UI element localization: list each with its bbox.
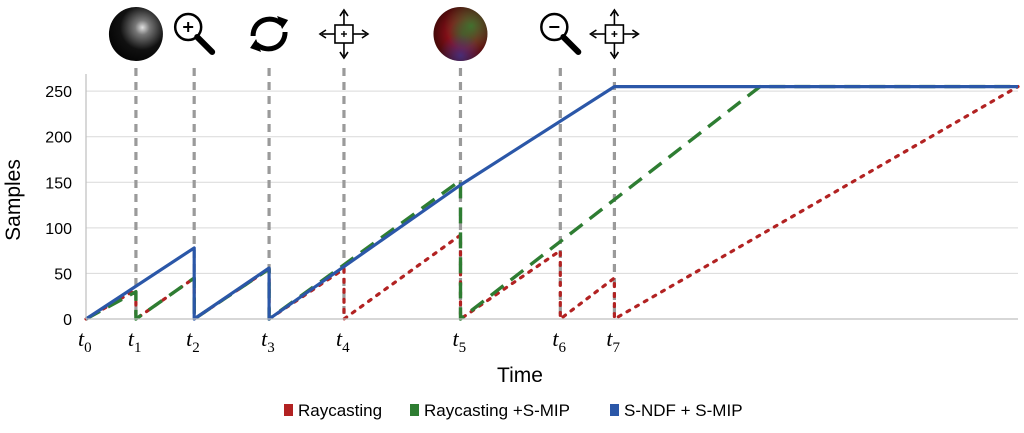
y-axis-title: Samples <box>2 159 25 241</box>
grid <box>86 90 1018 274</box>
event-label-sub: 2 <box>192 340 200 356</box>
y-tick-label-50: 50 <box>54 266 72 283</box>
pan-arrow-right <box>361 29 370 39</box>
arrow-bottom <box>250 39 262 52</box>
axes <box>85 74 1018 320</box>
handle <box>194 34 216 55</box>
legend: Raycasting Raycasting +S-MIP S-NDF + S-MIP <box>284 401 743 420</box>
y-tick-label-200: 200 <box>45 130 72 147</box>
arc-bottom <box>254 31 288 52</box>
event-label-base: t <box>128 326 135 351</box>
x-axis-title: Time <box>497 364 543 387</box>
pan-arrow-left <box>318 29 327 39</box>
y-tick-label-150: 150 <box>45 175 72 192</box>
series-line-1 <box>85 84 1018 321</box>
event-label-sub: 5 <box>459 340 467 356</box>
legend-label-2: S-NDF + S-MIP <box>624 401 743 420</box>
series-line-2 <box>85 85 1018 321</box>
event-label-base: t <box>452 326 459 351</box>
event-label-base: t <box>552 326 559 351</box>
sphere-tint-blue <box>433 7 488 61</box>
legend-swatch-1 <box>410 404 419 416</box>
rotate-icon-3 <box>250 16 289 52</box>
event-label-0: t0 <box>78 326 92 356</box>
pan-icon-7 <box>588 8 640 60</box>
event-label-6: t6 <box>552 326 566 356</box>
pan-icon-4 <box>318 8 370 60</box>
legend-label-0: Raycasting <box>298 401 382 420</box>
event-label-base: t <box>606 326 613 351</box>
legend-label-1: Raycasting +S-MIP <box>424 401 570 420</box>
event-label-base: t <box>261 326 268 351</box>
event-markers <box>134 68 617 319</box>
sphere-body <box>108 7 163 61</box>
legend-swatch-2 <box>610 404 619 416</box>
pan-arrow-up <box>609 8 620 17</box>
colored-sphere-icon-5 <box>433 7 488 61</box>
zoom-in-icon-2 <box>173 12 216 55</box>
event-label-base: t <box>78 326 85 351</box>
pan-arrow-right <box>631 29 640 39</box>
series-line-0 <box>84 85 1020 321</box>
pan-arrow-left <box>588 29 597 39</box>
pan-arrow-down <box>609 51 620 60</box>
event-label-sub: 0 <box>84 340 92 356</box>
event-icons <box>108 7 640 61</box>
zoom-out-icon-6 <box>540 12 582 55</box>
y-tick-label-100: 100 <box>45 221 72 238</box>
arrow-top <box>277 16 289 29</box>
handle <box>560 34 582 55</box>
event-label-base: t <box>186 326 193 351</box>
event-label-1: t1 <box>128 326 142 356</box>
arc-top <box>250 16 284 37</box>
event-label-sub: 7 <box>613 340 621 356</box>
y-tick-label-0: 0 <box>63 312 72 329</box>
pan-arrow-down <box>339 51 349 60</box>
event-label-sub: 6 <box>558 340 566 356</box>
event-label-3: t3 <box>261 326 275 356</box>
event-label-sub: 4 <box>342 340 350 356</box>
event-label-base: t <box>336 326 343 351</box>
event-label-5: t5 <box>452 326 466 356</box>
series <box>84 84 1020 321</box>
legend-swatch-0 <box>284 404 293 416</box>
event-label-sub: 3 <box>267 340 275 356</box>
event-label-7: t7 <box>606 326 620 356</box>
pan-arrow-up <box>339 8 349 17</box>
y-tick-label-250: 250 <box>45 84 72 101</box>
event-label-4: t4 <box>336 326 350 356</box>
event-label-sub: 1 <box>134 340 142 356</box>
sphere-icon-1 <box>108 7 163 61</box>
event-label-2: t2 <box>186 326 200 356</box>
